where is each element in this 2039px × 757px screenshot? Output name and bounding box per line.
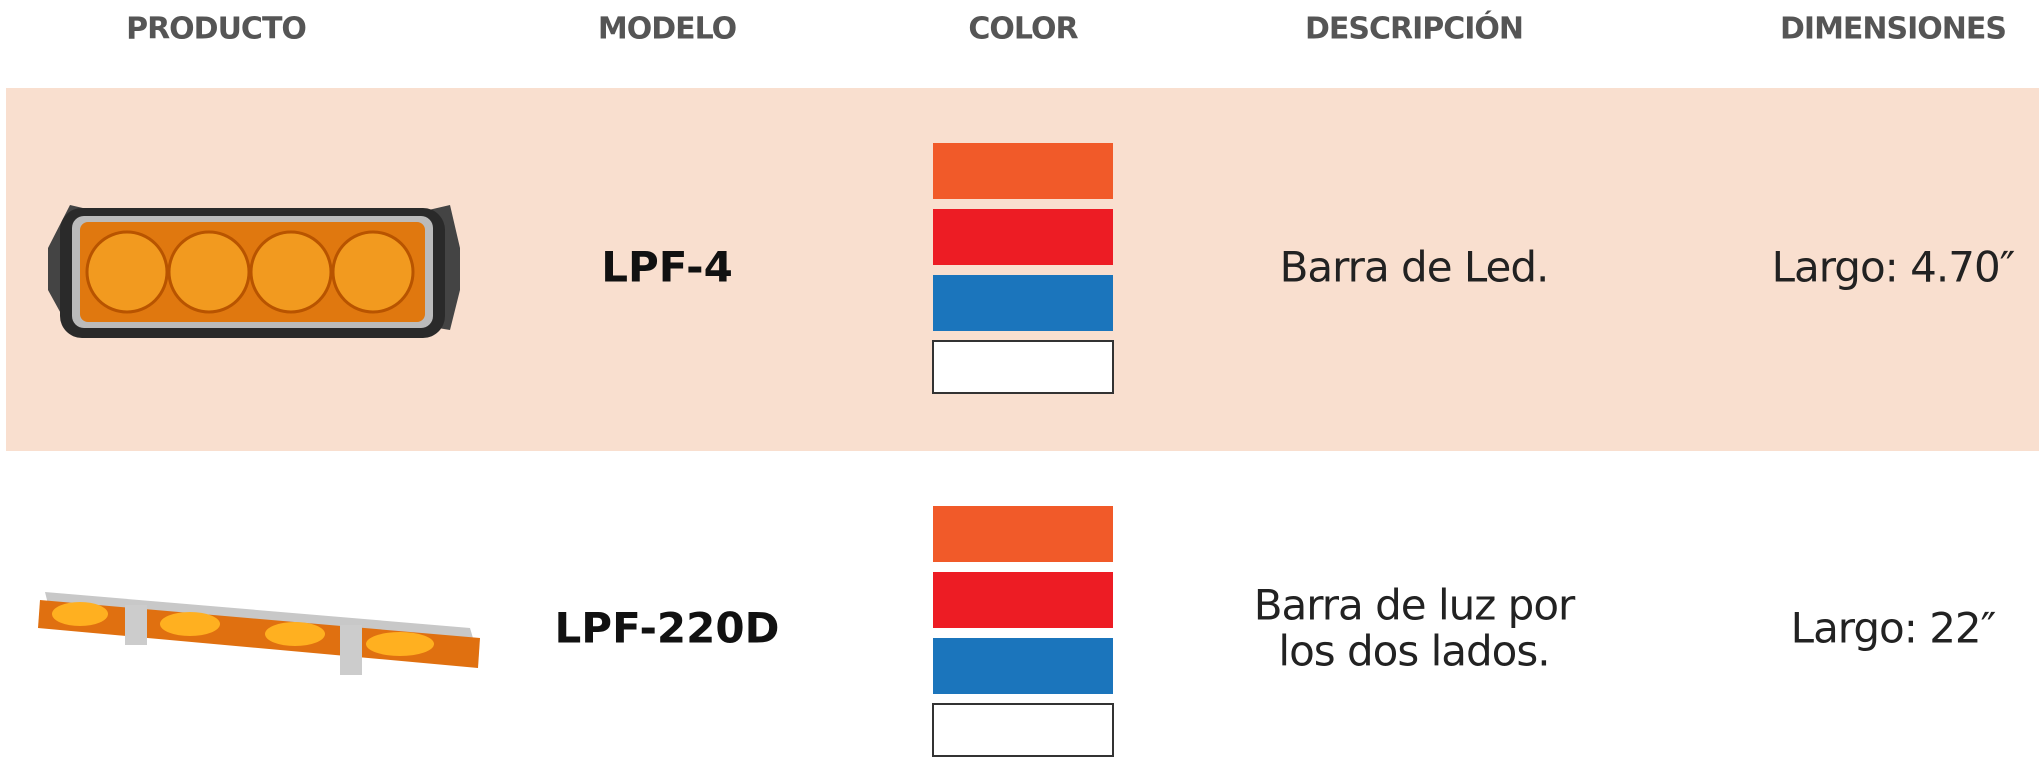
- column-header: DIMENSIONES: [1780, 12, 2006, 47]
- product-image: [48, 205, 460, 338]
- product-image: [38, 592, 480, 675]
- column-header: DESCRIPCIÓN: [1305, 10, 1523, 47]
- model: LPF-4: [601, 243, 733, 292]
- description: Barra de luz por: [1254, 581, 1576, 630]
- column-header: MODELO: [598, 12, 736, 47]
- dimensions: Largo: 22″: [1791, 604, 1996, 653]
- model: LPF-220D: [555, 604, 780, 653]
- color-swatch: [932, 703, 1114, 757]
- dimensions: Largo: 4.70″: [1772, 243, 2015, 292]
- description: los dos lados.: [1278, 627, 1549, 676]
- color-swatch: [932, 340, 1114, 394]
- description: Barra de Led.: [1280, 243, 1549, 292]
- color-swatch: [933, 275, 1113, 331]
- color-swatch: [933, 506, 1113, 562]
- column-header: COLOR: [968, 12, 1078, 47]
- color-swatch: [933, 143, 1113, 199]
- column-header: PRODUCTO: [126, 12, 306, 47]
- color-swatch: [933, 638, 1113, 694]
- color-swatch: [933, 209, 1113, 265]
- color-swatch: [933, 572, 1113, 628]
